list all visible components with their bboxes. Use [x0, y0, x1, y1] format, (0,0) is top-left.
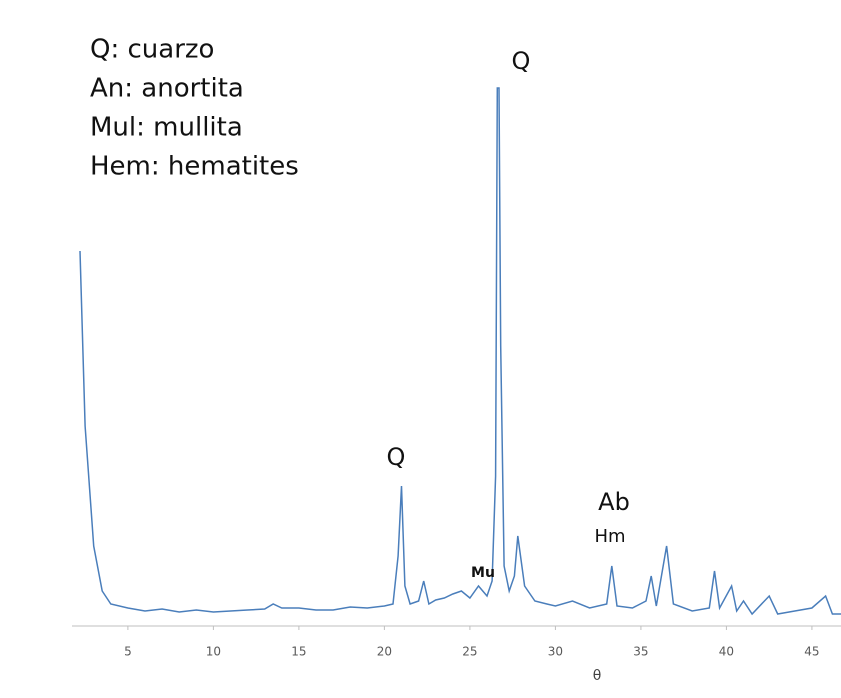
legend-note: An: anortita	[90, 74, 244, 104]
peak-label: Hm	[594, 526, 625, 547]
x-tick-label: 15	[291, 645, 306, 659]
x-tick-label: 30	[548, 645, 563, 659]
legend-note: Mul: mullita	[90, 113, 243, 143]
legend-note: Hem: hematites	[90, 152, 299, 182]
x-tick-label: 20	[377, 645, 392, 659]
x-axis-label: θ	[593, 668, 602, 684]
x-tick-label: 45	[804, 645, 819, 659]
peak-label: Mu	[471, 565, 495, 581]
x-tick-label: 40	[719, 645, 734, 659]
data-line	[79, 87, 841, 616]
peak-label: Q	[387, 443, 406, 471]
legend-note: Q: cuarzo	[90, 35, 214, 65]
x-tick-label: 25	[462, 645, 477, 659]
x-tick-label: 10	[206, 645, 221, 659]
peak-label: Ab	[598, 488, 630, 516]
x-tick-label: 5	[124, 645, 132, 659]
x-tick-label: 35	[633, 645, 648, 659]
peak-label: Q	[512, 47, 531, 75]
